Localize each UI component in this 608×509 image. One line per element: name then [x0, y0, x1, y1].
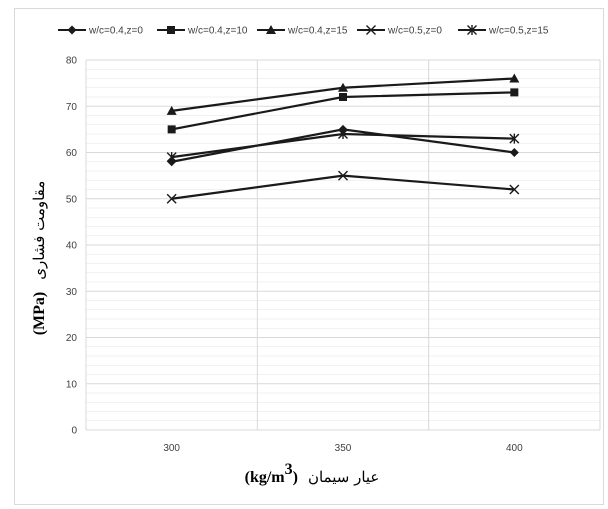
data-point — [166, 193, 177, 204]
data-point — [338, 170, 348, 181]
series-4 — [166, 170, 520, 204]
data-point — [509, 73, 520, 83]
y-axis-label: مقاومت فشاری — [30, 181, 48, 280]
legend-marker — [467, 25, 477, 35]
legend-marker — [67, 25, 77, 35]
y-tick-label: 20 — [66, 333, 78, 344]
x-axis-unit: (kg/m — [245, 469, 286, 486]
grid-lines — [85, 59, 601, 431]
series-line — [171, 174, 515, 200]
legend-marker — [266, 25, 276, 34]
series-5 — [166, 129, 520, 163]
chart-frame — [14, 8, 604, 505]
legend-label: w/c=0.5,z=0 — [387, 26, 442, 37]
y-tick-label: 60 — [66, 148, 78, 159]
data-point — [166, 152, 177, 163]
y-tick-label: 70 — [66, 102, 78, 113]
legend-label: w/c=0.4,z=10 — [187, 26, 248, 37]
x-axis-unit-close: ) — [293, 469, 298, 486]
y-axis-unit: (MPa) — [31, 292, 48, 336]
x-tick-labels: 300 350 400 — [163, 443, 523, 454]
y-tick-label: 40 — [66, 241, 78, 252]
data-point — [338, 82, 348, 92]
data-point — [339, 93, 347, 101]
legend-label: w/c=0.4,z=0 — [88, 26, 143, 37]
x-tick-label: 300 — [163, 443, 180, 454]
x-tick-label: 400 — [506, 443, 523, 454]
legend-item: w/c=0.4,z=10 — [157, 26, 248, 37]
y-axis-title: (MPa) مقاومت فشاری — [30, 181, 48, 336]
legend-label: w/c=0.4,z=15 — [287, 26, 348, 37]
y-tick-label: 80 — [66, 56, 78, 67]
data-point — [338, 129, 348, 139]
x-axis-unit-sup: 3 — [285, 461, 293, 478]
legend-item: w/c=0.4,z=15 — [257, 25, 348, 37]
y-tick-label: 10 — [66, 379, 78, 390]
series-2 — [167, 88, 519, 134]
legend-marker — [366, 25, 376, 35]
data-point — [166, 105, 177, 115]
y-tick-label: 0 — [71, 426, 77, 437]
y-tick-labels: 0 10 20 30 40 50 60 70 80 — [66, 56, 78, 437]
x-axis-label: عیار سیمان — [308, 468, 379, 486]
data-point — [509, 133, 520, 144]
legend-item: w/c=0.5,z=0 — [357, 25, 442, 37]
legend-item: w/c=0.5,z=15 — [458, 25, 549, 37]
y-tick-label: 50 — [66, 194, 78, 205]
legend-marker — [167, 26, 175, 34]
y-tick-label: 30 — [66, 287, 78, 298]
data-point — [509, 184, 520, 195]
legend-label: w/c=0.5,z=15 — [488, 26, 549, 37]
series-group — [166, 73, 520, 204]
legend: w/c=0.4,z=0 w/c=0.4,z=10 w/c=0.4,z=15 w/c=0… — [58, 25, 549, 37]
x-axis-title: (kg/m3) عیار سیمان — [245, 461, 380, 487]
legend-item: w/c=0.4,z=0 — [58, 25, 143, 37]
data-point — [510, 88, 519, 97]
data-point — [509, 148, 519, 157]
x-tick-label: 350 — [335, 443, 352, 454]
series-3 — [166, 73, 520, 115]
data-point — [167, 125, 176, 134]
